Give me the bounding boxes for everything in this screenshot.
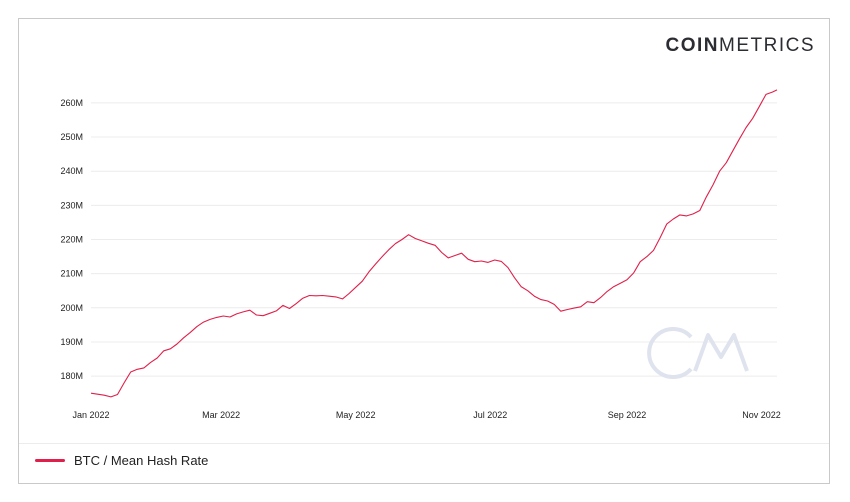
- x-tick-label: Sep 2022: [608, 410, 647, 420]
- y-tick-label: 210M: [60, 269, 83, 279]
- y-tick-label: 230M: [60, 200, 83, 210]
- y-tick-label: 180M: [60, 371, 83, 381]
- hash-rate-chart: 180M 190M 200M 210M 220M 230M 240M 250M 260M Jan…: [60, 89, 781, 420]
- series-line-hash-rate[interactable]: [90, 89, 778, 398]
- x-tick-label: May 2022: [336, 410, 376, 420]
- y-tick-label: 240M: [60, 166, 83, 176]
- logo-light-text: METRICS: [719, 35, 815, 56]
- legend[interactable]: BTC / Mean Hash Rate: [35, 453, 208, 468]
- y-tick-label: 260M: [60, 98, 83, 108]
- x-tick-label: Mar 2022: [202, 410, 240, 420]
- y-tick-label: 250M: [60, 132, 83, 142]
- y-axis: 180M 190M 200M 210M 220M 230M 240M 250M 260M: [60, 98, 83, 381]
- grid-lines: [91, 102, 777, 377]
- x-tick-label: Jul 2022: [473, 410, 507, 420]
- x-tick-label: Jan 2022: [72, 410, 109, 420]
- y-tick-label: 220M: [60, 235, 83, 245]
- y-tick-label: 190M: [60, 337, 83, 347]
- y-tick-label: 200M: [60, 303, 83, 313]
- legend-label: BTC / Mean Hash Rate: [74, 453, 209, 468]
- cm-watermark-icon: [647, 327, 749, 379]
- legend-swatch: [35, 459, 65, 462]
- logo-bold-text: COIN: [665, 35, 719, 56]
- x-tick-label: Nov 2022: [742, 410, 781, 420]
- series-layer: [90, 89, 778, 398]
- x-axis: Jan 2022 Mar 2022 May 2022 Jul 2022 Sep 2022…: [72, 410, 780, 420]
- chart-frame: 180M 190M 200M 210M 220M 230M 240M 250M 260M Jan…: [18, 18, 830, 484]
- legend-divider: [19, 443, 829, 444]
- coinmetrics-logo: COINMETRICS: [666, 35, 816, 57]
